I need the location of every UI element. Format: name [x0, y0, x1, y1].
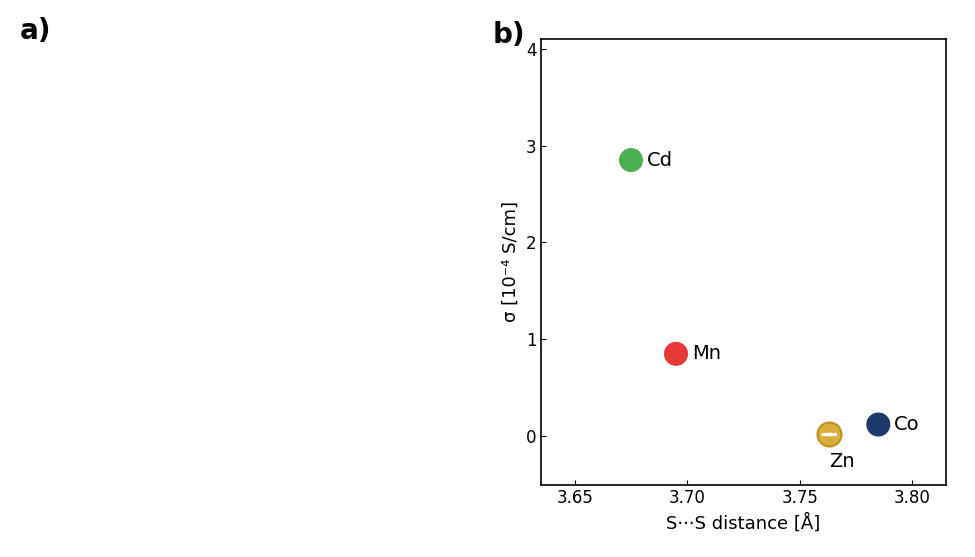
Point [827, 430, 842, 439]
Point [821, 430, 837, 439]
Point [818, 430, 834, 439]
Point [823, 429, 838, 438]
X-axis label: S···S distance [Å]: S···S distance [Å] [666, 513, 821, 532]
Text: b): b) [492, 21, 526, 49]
Point [820, 430, 836, 439]
Text: Co: Co [894, 415, 919, 434]
Point [815, 429, 831, 438]
Point [814, 429, 830, 438]
Point [823, 429, 838, 438]
Point [818, 430, 834, 439]
Y-axis label: σ [10⁻⁴ S/cm]: σ [10⁻⁴ S/cm] [502, 201, 520, 323]
Text: Cd: Cd [646, 150, 673, 169]
Point [822, 430, 838, 439]
Point [824, 429, 839, 438]
Point [822, 429, 838, 438]
Point [819, 429, 835, 438]
Point [816, 429, 832, 438]
Point [826, 429, 841, 438]
Point [825, 430, 840, 439]
Point [821, 430, 837, 439]
Text: Mn: Mn [691, 344, 721, 363]
Text: Zn: Zn [829, 452, 854, 471]
Point [821, 430, 837, 439]
Point [822, 429, 838, 438]
Point [827, 430, 842, 439]
Point [668, 349, 683, 358]
Point [817, 430, 833, 439]
Point [820, 430, 836, 439]
Point [822, 430, 838, 439]
Point [824, 430, 839, 439]
Point [871, 420, 886, 429]
Point [822, 429, 838, 438]
Point [821, 430, 837, 439]
Point [823, 430, 838, 439]
Point [822, 430, 838, 439]
Point [823, 430, 838, 439]
Text: a): a) [20, 17, 51, 45]
Point [821, 430, 837, 439]
Point [822, 430, 838, 439]
Point [623, 155, 639, 164]
